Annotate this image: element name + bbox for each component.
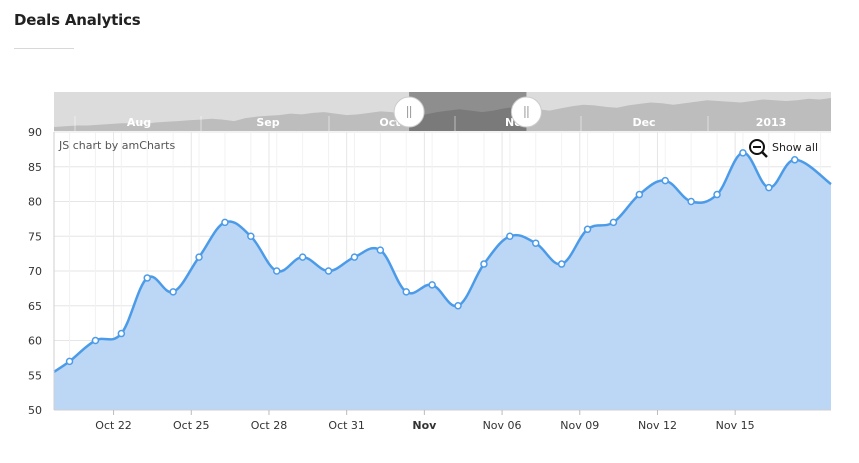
y-tick-label: 75 (28, 230, 42, 243)
data-point[interactable] (609, 218, 618, 227)
data-point[interactable] (480, 260, 488, 268)
y-tick-label: 70 (28, 265, 42, 278)
data-point[interactable] (557, 260, 566, 268)
data-point[interactable] (117, 329, 126, 338)
scrollbar-label: Dec (632, 116, 655, 129)
data-point[interactable] (298, 253, 307, 261)
data-point[interactable] (713, 190, 721, 199)
y-axis: 50 55 60 65 70 75 80 85 90 (28, 126, 55, 417)
y-tick-label: 90 (28, 126, 42, 139)
chart-credit[interactable]: JS chart by amCharts (58, 139, 175, 152)
data-point[interactable] (272, 267, 281, 275)
data-point[interactable] (765, 183, 773, 192)
area-fill (54, 152, 831, 410)
data-point[interactable] (739, 149, 747, 157)
card-title: Deals Analytics (14, 11, 141, 29)
x-axis: Oct 22 Oct 25 Oct 28 Oct 31 Nov Nov 06 Nov 09 N… (54, 409, 831, 432)
show-all-button[interactable]: Show all (749, 139, 818, 158)
data-point[interactable] (687, 197, 695, 206)
y-tick-label: 80 (28, 196, 42, 209)
x-tick-label: Nov (412, 419, 437, 432)
y-tick-label: 85 (28, 161, 42, 174)
y-tick-label: 60 (28, 335, 42, 348)
data-point[interactable] (324, 267, 333, 275)
data-point[interactable] (221, 218, 229, 227)
title-divider (14, 48, 74, 49)
x-tick-label: Oct 28 (251, 419, 288, 432)
x-tick-label: Nov 12 (638, 419, 677, 432)
scrollbar-label: Aug (127, 116, 151, 129)
zoom-out-icon-handle (761, 151, 768, 158)
y-tick-label: 65 (28, 300, 42, 313)
scrollbar-right-handle[interactable] (510, 96, 542, 128)
data-point[interactable] (790, 156, 799, 164)
data-point[interactable] (169, 288, 177, 296)
data-point[interactable] (65, 357, 74, 366)
scrollbar-label: Oct (379, 116, 400, 129)
x-tick-label: Oct 25 (173, 419, 210, 432)
x-tick-label: Oct 31 (328, 419, 365, 432)
scrollbar-label: Sep (256, 116, 279, 129)
chart-scrollbar[interactable]: AugSepOctNovDec2013 (54, 92, 831, 131)
data-point[interactable] (91, 336, 100, 345)
data-point[interactable] (195, 253, 203, 261)
x-tick-label: Oct 22 (95, 419, 132, 432)
y-tick-label: 55 (28, 369, 42, 382)
data-point[interactable] (143, 274, 151, 282)
scrollbar-overview-graph (54, 98, 831, 131)
chart-area-series (53, 149, 832, 410)
data-point[interactable] (247, 232, 255, 240)
data-point[interactable] (402, 288, 410, 296)
data-point[interactable] (454, 302, 462, 310)
data-point[interactable] (428, 281, 436, 289)
y-tick-label: 50 (28, 404, 42, 417)
data-point[interactable] (376, 246, 385, 254)
x-tick-label: Nov 06 (483, 419, 522, 432)
show-all-label: Show all (772, 141, 818, 154)
data-point[interactable] (583, 225, 592, 234)
x-tick-label: Nov 09 (560, 419, 599, 432)
data-point[interactable] (506, 232, 514, 240)
zoom-out-icon (749, 139, 765, 155)
data-point[interactable] (635, 190, 644, 199)
data-point[interactable] (661, 176, 669, 185)
x-tick-label: Nov 15 (716, 419, 755, 432)
data-point[interactable] (350, 253, 359, 261)
scrollbar-label: 2013 (756, 116, 787, 129)
data-point[interactable] (531, 239, 540, 247)
scrollbar-left-handle[interactable] (393, 96, 425, 128)
scrollbar-selection[interactable] (409, 92, 527, 131)
